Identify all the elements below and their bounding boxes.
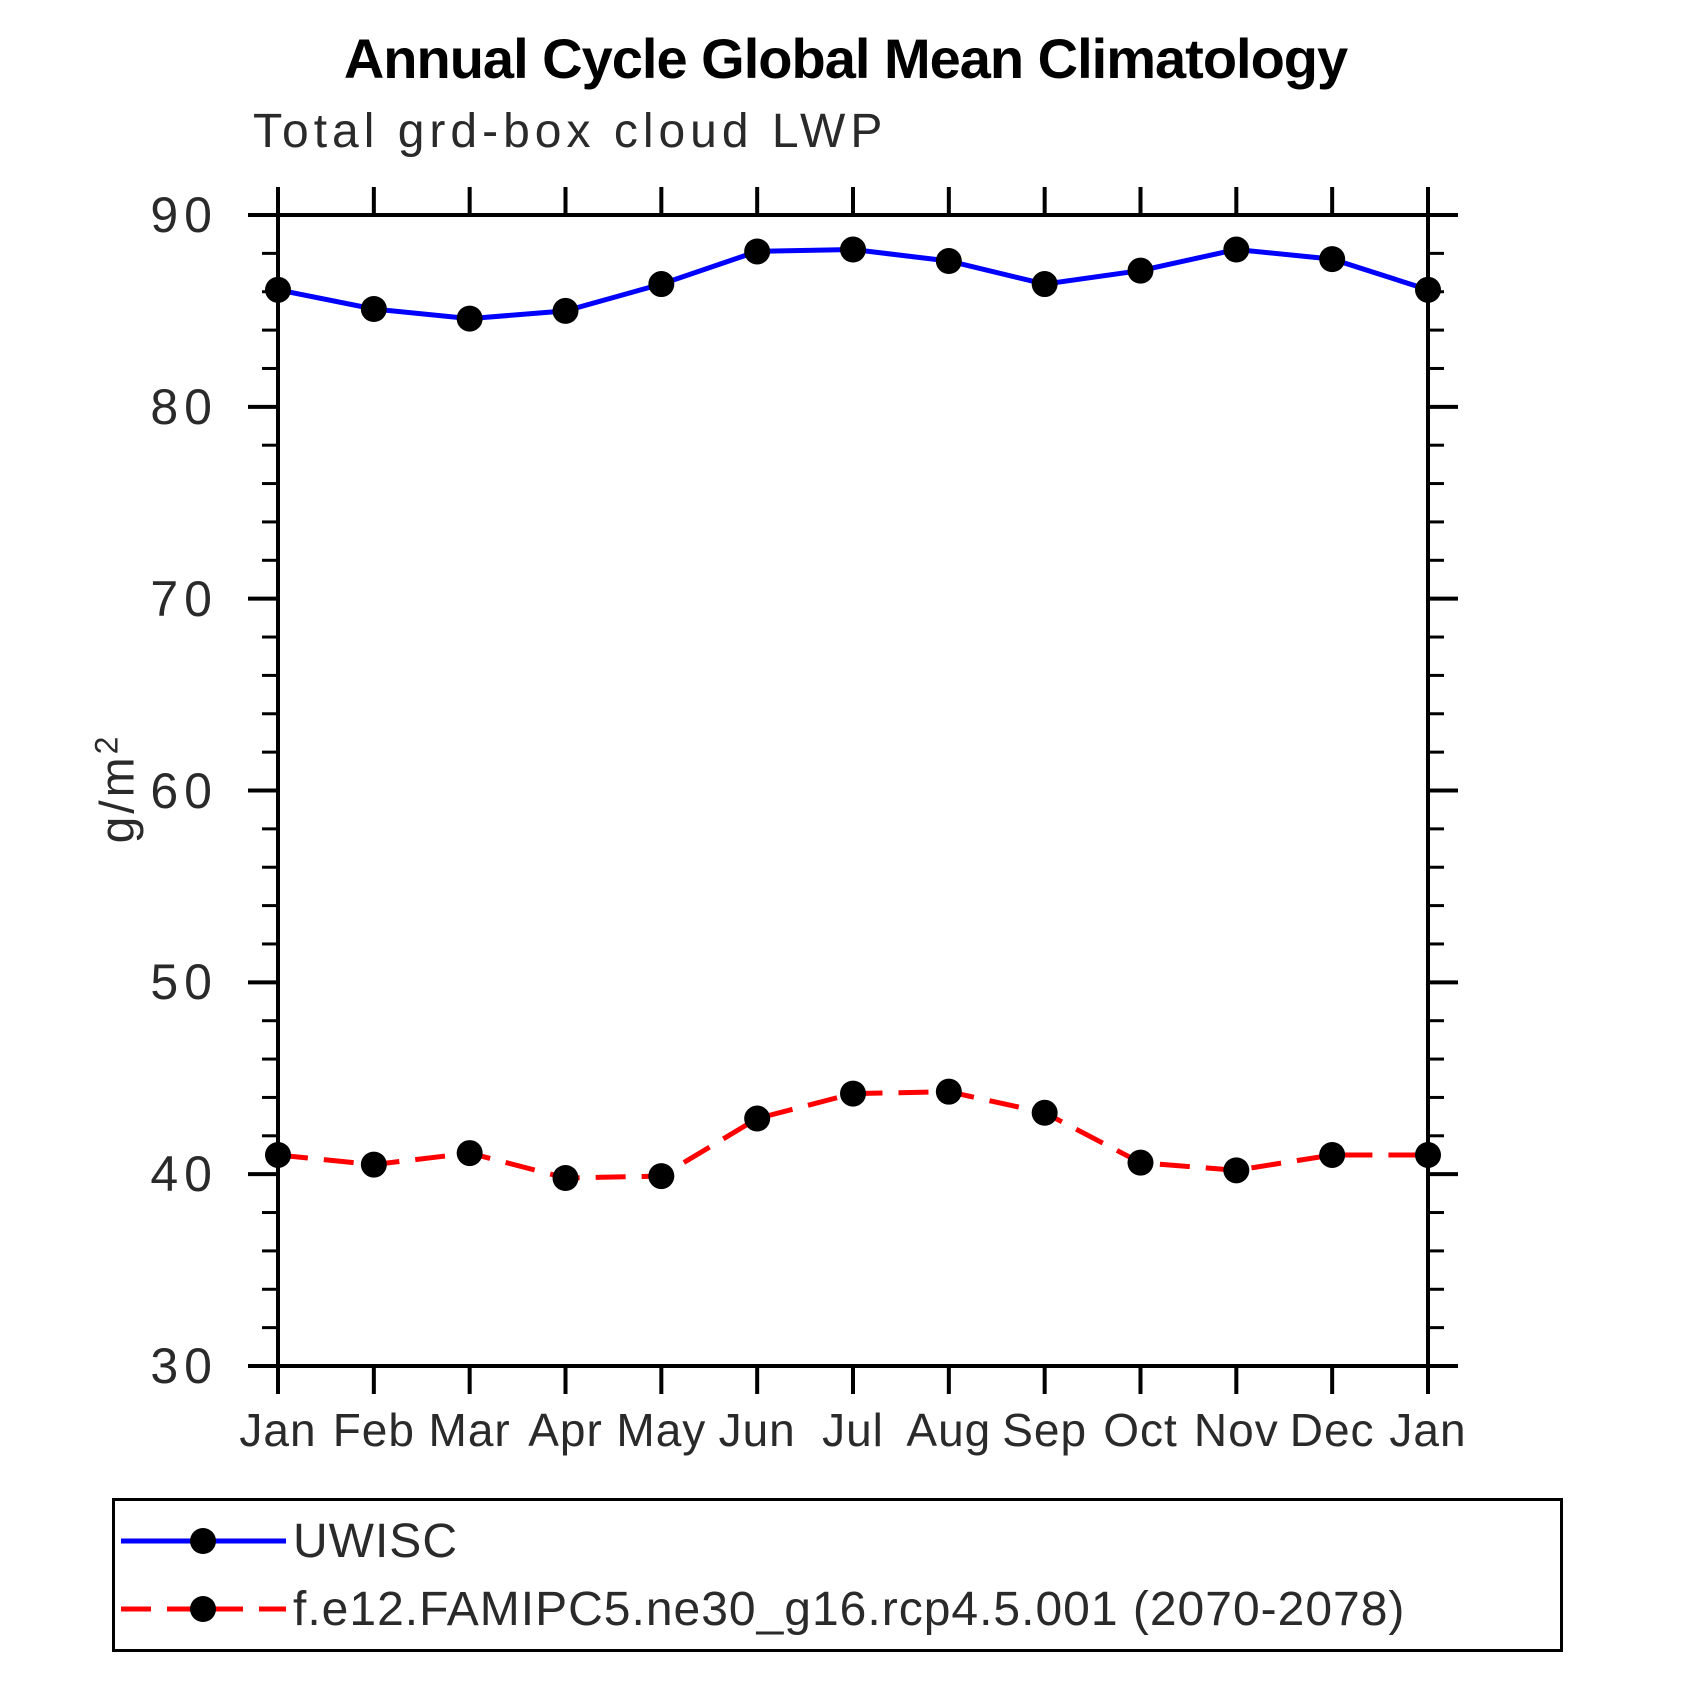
x-tick-label: Aug <box>906 1404 992 1456</box>
x-tick-label: Nov <box>1193 1404 1279 1456</box>
legend-label: UWISC <box>293 1514 458 1568</box>
plot-area <box>248 187 1458 1394</box>
data-point-marker <box>840 236 866 263</box>
data-point-marker <box>1127 257 1154 284</box>
x-tick-label: Jul <box>822 1404 884 1456</box>
data-point-marker <box>1031 1099 1058 1126</box>
data-point-marker <box>1415 276 1441 303</box>
y-tick-label: 50 <box>150 954 218 1011</box>
data-point-marker <box>552 1165 579 1192</box>
data-point-marker <box>935 248 962 275</box>
data-point-marker <box>744 238 771 265</box>
x-tick-label: Jan <box>1389 1404 1467 1456</box>
data-point-marker <box>1223 1157 1250 1184</box>
x-tick-label: May <box>616 1404 707 1456</box>
data-point-marker <box>648 271 675 298</box>
legend-label: f.e12.FAMIPC5.ne30_g16.rcp4.5.001 (2070-… <box>293 1582 1406 1636</box>
y-tick-label: 40 <box>150 1146 218 1203</box>
data-point-marker <box>265 1141 291 1168</box>
x-tick-label: Feb <box>332 1404 415 1456</box>
data-point-marker <box>1415 1141 1441 1168</box>
chart-subtitle: Total grd-box cloud LWP <box>253 105 888 158</box>
y-axis-label-exponent: 2 <box>88 736 125 755</box>
y-tick-label: 90 <box>150 187 218 243</box>
legend-marker <box>190 1528 216 1554</box>
x-tick-label: Apr <box>528 1404 603 1456</box>
x-tick-label: Jan <box>239 1404 317 1456</box>
data-point-marker <box>360 295 387 322</box>
x-tick-label: Sep <box>1002 1404 1088 1456</box>
y-tick-label: 60 <box>150 762 218 819</box>
plot-box-border <box>276 213 1430 1368</box>
data-point-marker <box>456 1140 483 1167</box>
legend-line-sample <box>121 1596 286 1622</box>
data-point-marker <box>1127 1149 1154 1176</box>
data-point-marker <box>360 1151 387 1178</box>
y-tick-label: 70 <box>150 570 218 627</box>
legend: UWISC f.e12.FAMIPC5.ne30_g16.rcp4.5.001 (… <box>112 1498 1563 1652</box>
data-point-marker <box>552 297 579 324</box>
chart-title: Annual Cycle Global Mean Climatology <box>343 27 1348 90</box>
legend-row: f.e12.FAMIPC5.ne30_g16.rcp4.5.001 (2070-… <box>121 1578 1560 1640</box>
data-point-marker <box>744 1105 771 1132</box>
data-point-marker <box>1031 271 1058 298</box>
x-tick-label: Jun <box>718 1404 796 1456</box>
data-point-marker <box>935 1078 962 1105</box>
legend-line-sample <box>121 1528 286 1554</box>
x-tick-label: Mar <box>428 1404 511 1456</box>
data-point-marker <box>840 1080 866 1107</box>
data-point-marker <box>265 276 291 303</box>
y-tick-label: 30 <box>150 1338 218 1394</box>
y-tick-label: 80 <box>150 378 218 435</box>
x-tick-label: Dec <box>1289 1404 1375 1456</box>
x-tick-label: Oct <box>1103 1404 1178 1456</box>
data-point-marker <box>456 305 483 332</box>
data-point-marker <box>1223 236 1250 263</box>
legend-row: UWISC <box>121 1510 1560 1572</box>
legend-marker <box>190 1596 216 1622</box>
data-point-marker <box>1319 246 1346 273</box>
data-point-marker <box>1319 1141 1346 1168</box>
data-point-marker <box>648 1163 675 1190</box>
